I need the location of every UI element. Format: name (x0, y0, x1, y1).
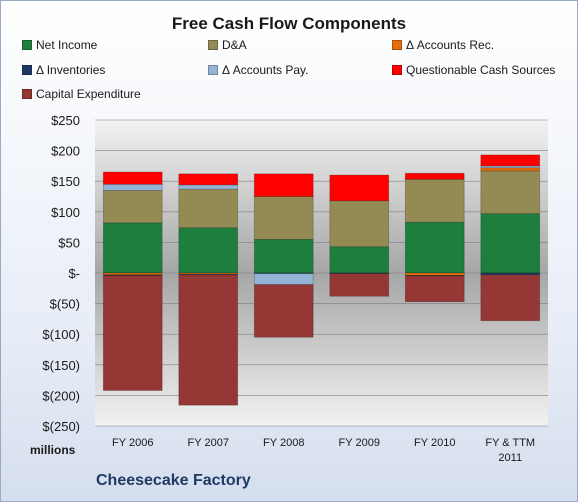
bar-segment (253, 173, 314, 197)
y-tick-label: $- (68, 266, 80, 281)
legend-item-accounts-rec: Δ Accounts Rec. (392, 38, 494, 52)
x-tick-label: FY 2007 (188, 437, 229, 449)
legend-swatch (22, 65, 32, 75)
bar-segment (480, 170, 541, 215)
legend-item-net-income: Net Income (22, 38, 97, 52)
x-tick-label: FY & TTM (485, 437, 535, 449)
bar-segment (178, 184, 239, 190)
y-tick-label: $(250) (42, 419, 80, 434)
y-axis: $250 $200 $150 $100 $50 $- $(50) $(100) $(150) $(… (42, 113, 80, 434)
bar-segment (480, 167, 541, 172)
legend-item-capex: Capital Expenditure (22, 87, 141, 101)
bar-segment (404, 178, 465, 223)
bar-segment (178, 173, 239, 186)
legend-label: Capital Expenditure (36, 87, 141, 101)
bar-segment (480, 213, 541, 274)
bar-segment (178, 227, 239, 274)
y-tick-label: $(50) (50, 297, 80, 312)
y-tick-label: $250 (51, 113, 80, 128)
bar-segment (329, 174, 390, 202)
legend-label: Net Income (36, 38, 98, 52)
y-tick-label: $200 (51, 144, 80, 159)
bar-segment (329, 200, 390, 248)
bar-segment (102, 189, 163, 224)
bar-segment (102, 183, 163, 191)
gridlines (95, 119, 548, 427)
x-tick-label: FY 2009 (339, 437, 380, 449)
legend-label: D&A (222, 38, 247, 52)
bar-segment (404, 275, 465, 303)
bar-segment (253, 238, 314, 274)
legend-item-accounts-pay: Δ Accounts Pay. (208, 63, 309, 77)
legend-swatch (22, 40, 32, 50)
bar-segment (329, 246, 390, 274)
x-tick-label: 2011 (498, 452, 522, 464)
bar-segment (253, 273, 314, 286)
legend-item-d-and-a: D&A (208, 38, 247, 52)
legend-item-inventories: Δ Inventories (22, 63, 105, 77)
legend-label: Δ Inventories (36, 63, 106, 77)
y-tick-label: $150 (51, 174, 80, 189)
bar-segment (102, 275, 163, 391)
bar-segment (253, 196, 314, 240)
legend-swatch (22, 89, 32, 99)
x-tick-label: FY 2010 (414, 437, 455, 449)
bar-segment (102, 171, 163, 185)
legend-swatch (392, 65, 402, 75)
legend-swatch (208, 40, 218, 50)
bar-segment (404, 221, 465, 274)
bar-segment (178, 274, 239, 406)
bars (102, 154, 541, 406)
legend-item-questionable-cash: Questionable Cash Sources (392, 63, 555, 77)
legend-label: Δ Accounts Pay. (222, 63, 309, 77)
company-name: Cheesecake Factory (96, 472, 251, 489)
legend-label: Δ Accounts Rec. (406, 38, 495, 52)
units-label: millions (30, 443, 76, 457)
y-tick-label: $(200) (42, 388, 80, 403)
bar-segment (480, 154, 541, 167)
y-tick-label: $100 (51, 205, 80, 220)
bar-segment (102, 222, 163, 274)
bar-segment (253, 284, 314, 338)
legend-swatch (392, 40, 402, 50)
y-tick-label: $(150) (42, 358, 80, 373)
bar-segment (480, 274, 541, 322)
legend-swatch (208, 65, 218, 75)
x-tick-label: FY 2006 (112, 437, 153, 449)
y-tick-label: $(100) (42, 327, 80, 342)
x-tick-label: FY 2008 (263, 437, 304, 449)
x-axis: FY 2006 FY 2007 FY 2008 FY 2009 FY 2010 FY & … (112, 437, 535, 464)
legend-label: Questionable Cash Sources (406, 63, 556, 77)
y-tick-label: $50 (58, 235, 80, 250)
bar-segment (178, 188, 239, 229)
bar-segment (329, 273, 390, 297)
chart-title: Free Cash Flow Components (171, 14, 407, 33)
bar-segment (404, 172, 465, 180)
